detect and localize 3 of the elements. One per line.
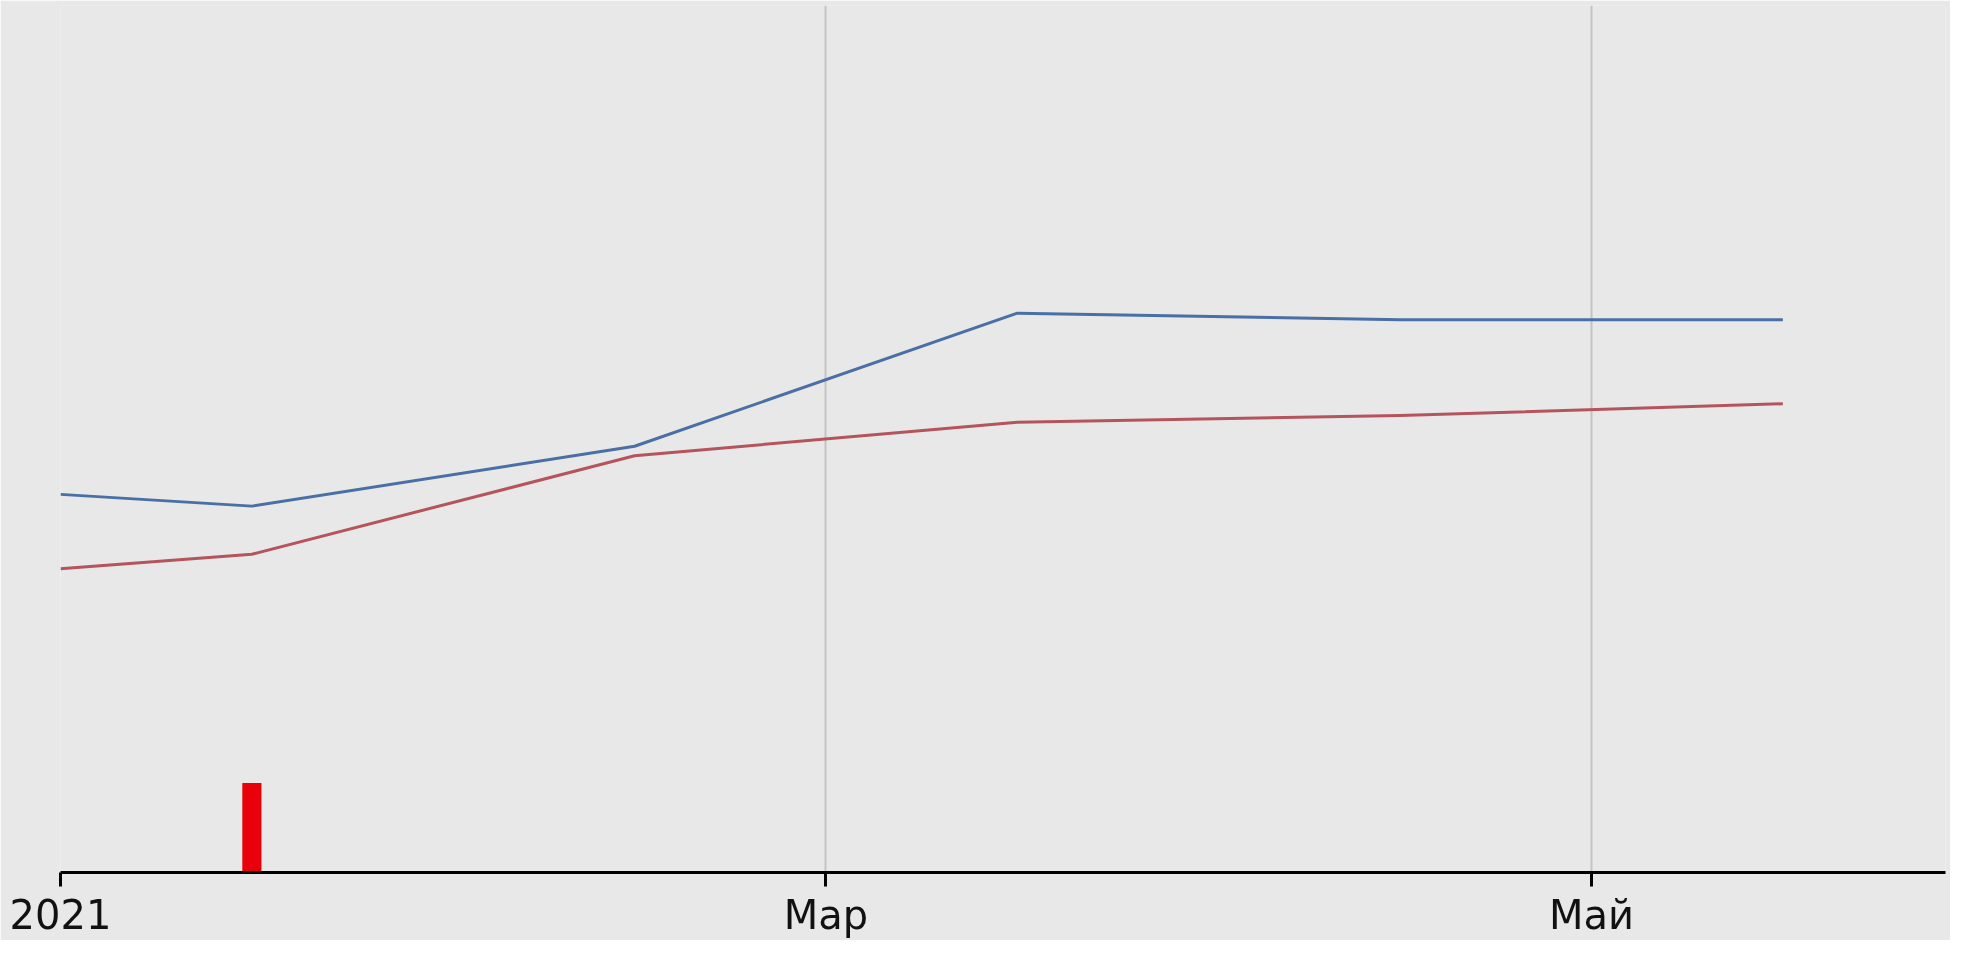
x-tick-label: 2021 bbox=[9, 891, 112, 938]
x-tick-label: Мар bbox=[783, 891, 869, 938]
x-tick-label: Май bbox=[1548, 891, 1634, 938]
